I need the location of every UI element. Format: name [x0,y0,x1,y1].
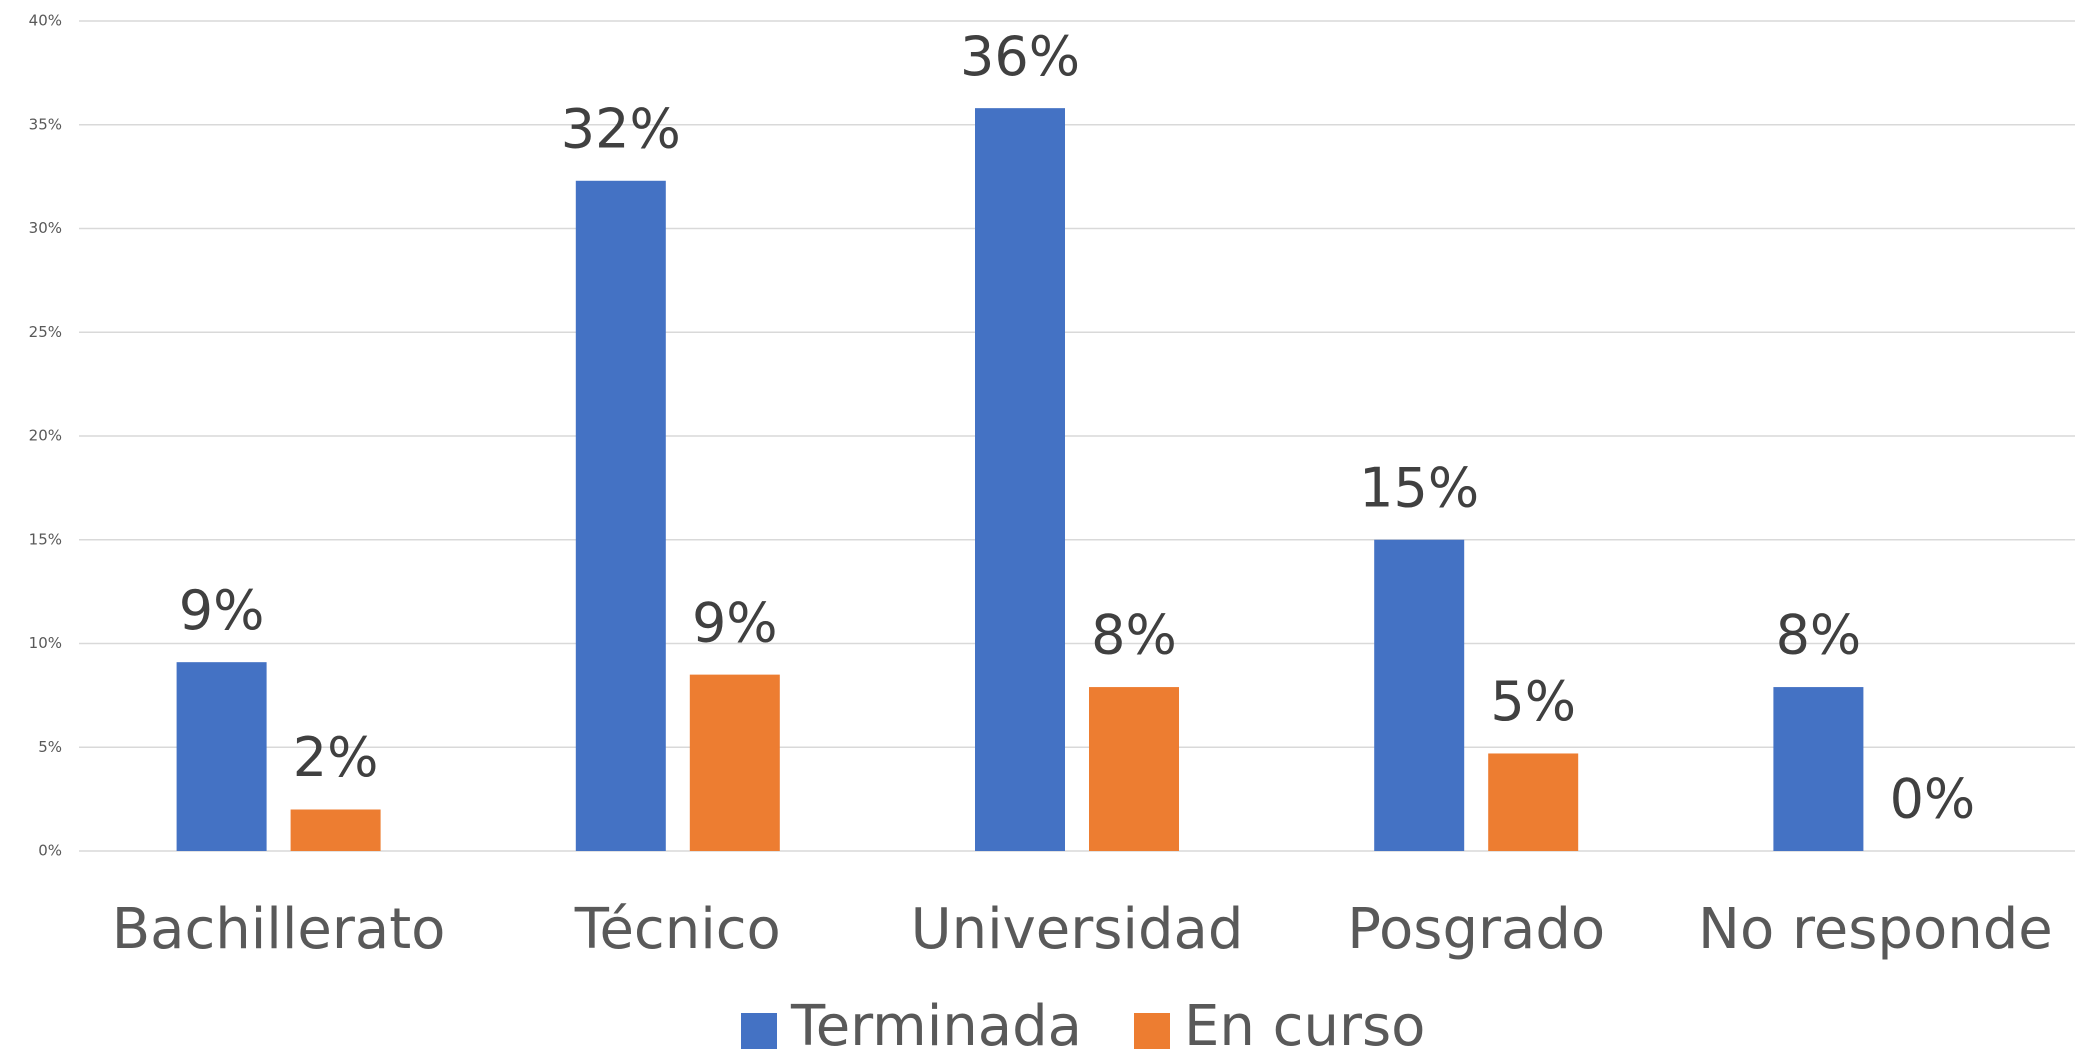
data-label: 0% [1890,768,1976,831]
legend-label: En curso [1184,994,1425,1059]
data-label: 9% [179,579,265,642]
y-tick-label: 5% [38,738,62,756]
legend-label: Terminada [790,994,1082,1059]
bar [1488,753,1579,851]
data-label: 8% [1091,604,1177,667]
y-tick-label: 20% [29,427,62,445]
bar [1089,687,1179,851]
data-label: 32% [561,97,681,160]
data-label: 9% [692,591,778,654]
data-label: 2% [293,726,379,789]
x-tick-label: Bachillerato [112,897,446,962]
data-label: 36% [960,25,1080,88]
data-label: 5% [1490,670,1576,733]
bar [290,809,381,851]
legend-swatch [1134,1013,1170,1049]
data-label: 15% [1359,456,1479,519]
legend-swatch [741,1013,777,1049]
x-tick-label: No responde [1698,897,2053,962]
y-tick-label: 30% [29,219,62,237]
y-tick-label: 10% [29,634,62,652]
y-tick-label: 0% [38,842,62,860]
bar [975,108,1065,851]
y-tick-label: 15% [29,530,62,548]
bar [575,180,666,851]
bar [689,674,780,851]
x-tick-label: Posgrado [1347,897,1605,962]
y-tick-label: 40% [29,12,62,30]
x-tick-label: Universidad [911,897,1244,962]
bar [1374,539,1465,851]
bar [176,662,267,851]
bar [1773,687,1864,851]
y-tick-label: 25% [29,323,62,341]
y-tick-label: 35% [29,115,62,133]
x-tick-label: Técnico [574,897,781,962]
data-label: 8% [1776,604,1862,667]
